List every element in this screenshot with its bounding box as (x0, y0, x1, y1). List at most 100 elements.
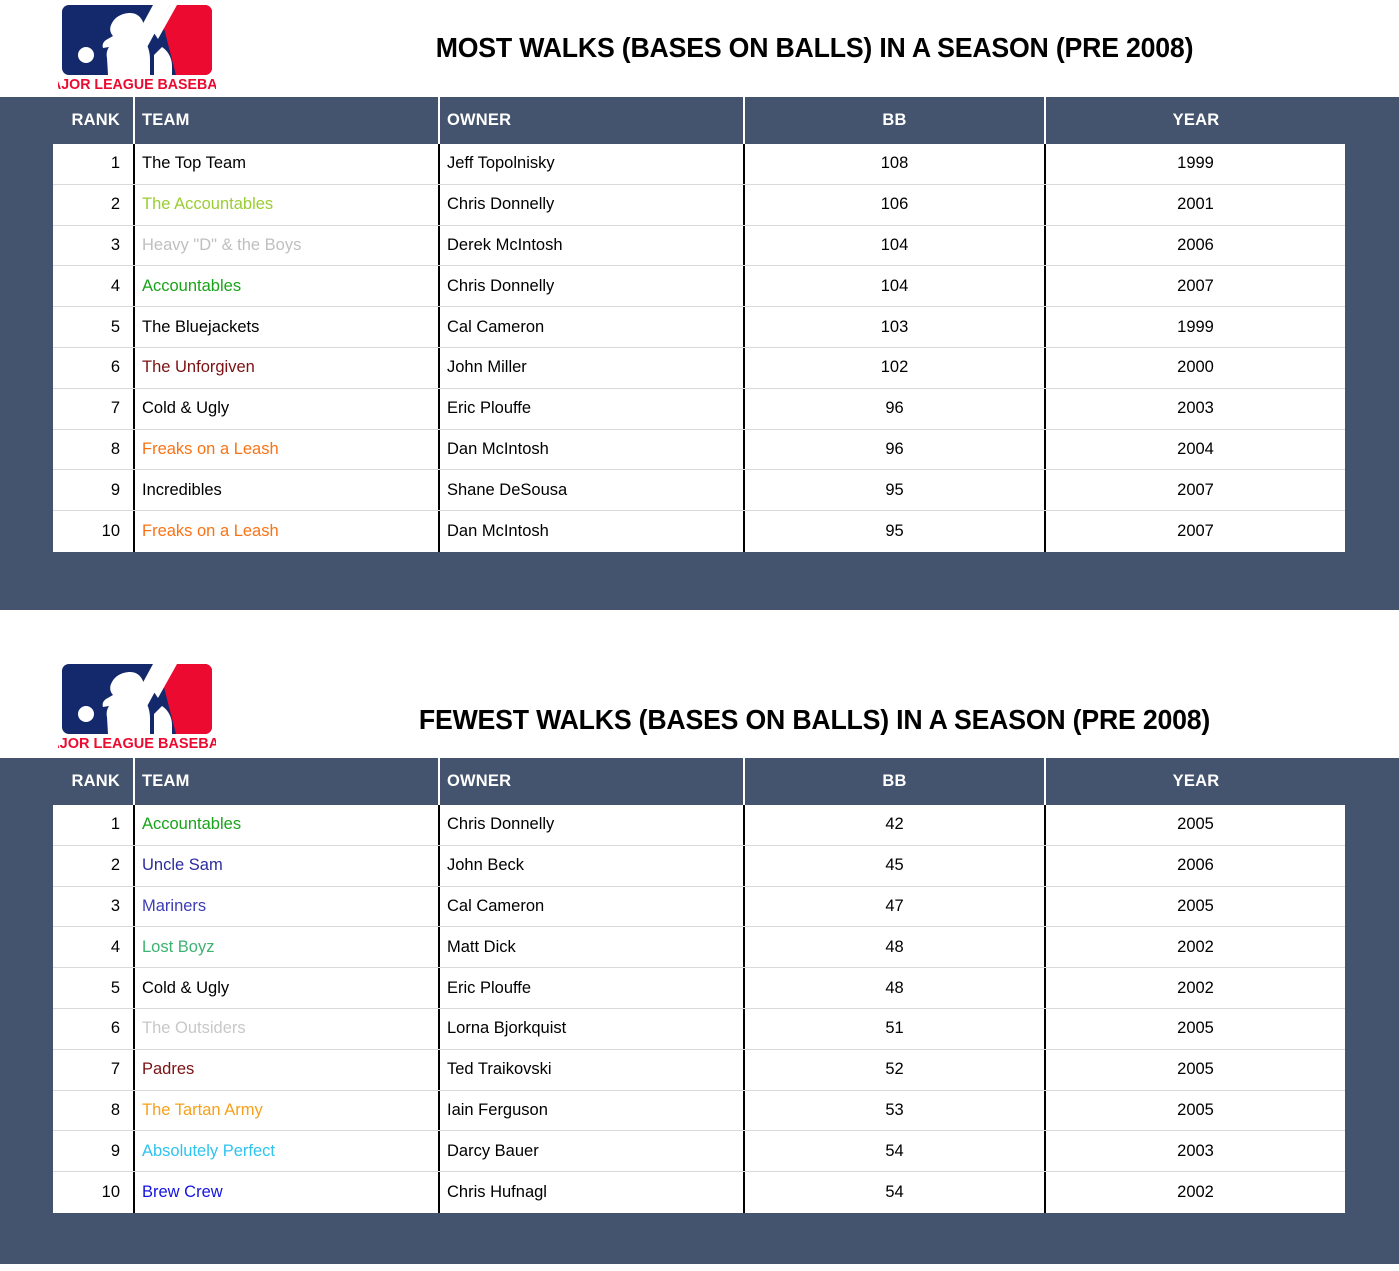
cell-owner: Dan McIntosh (438, 429, 743, 470)
table-row[interactable]: 3 Heavy "D" & the Boys Derek McIntosh 104 20… (53, 225, 1345, 267)
table-row[interactable]: 9 Absolutely Perfect Darcy Bauer 54 2003 (53, 1131, 1345, 1173)
cell-owner: Shane DeSousa (438, 470, 743, 511)
table-row[interactable]: 7 Cold & Ugly Eric Plouffe 96 2003 (53, 388, 1345, 430)
table-row[interactable]: 4 Lost Boyz Matt Dick 48 2002 (53, 927, 1345, 969)
cell-rank: 6 (110, 358, 120, 377)
section-gap (0, 610, 1399, 658)
cell-team: The Tartan Army (133, 1090, 438, 1131)
cell-year: 1999 (1044, 307, 1345, 347)
cell-owner: Matt Dick (438, 927, 743, 968)
fewest-walks-table-panel: RANK TEAM OWNER BB YEAR 1 Accountables Chr… (0, 758, 1399, 1264)
table-row[interactable]: 8 Freaks on a Leash Dan McIntosh 96 2004 (53, 429, 1345, 471)
table-row[interactable]: 5 The Bluejackets Cal Cameron 103 1999 (53, 307, 1345, 348)
table-row[interactable]: 9 Incredibles Shane DeSousa 95 2007 (53, 470, 1345, 512)
fewest-walks-section: MAJOR LEAGUE BASEBALL FEWEST WALKS (BASE… (0, 658, 1399, 1264)
cell-bb: 45 (743, 845, 1044, 886)
cell-rank: 9 (110, 1141, 120, 1160)
cell-team: Freaks on a Leash (133, 429, 438, 470)
cell-year: 2002 (1044, 968, 1345, 1008)
table-row[interactable]: 2 Uncle Sam John Beck 45 2006 (53, 845, 1345, 887)
cell-owner: Lorna Bjorkquist (438, 1008, 743, 1049)
cell-year: 2002 (1044, 927, 1345, 968)
table-row[interactable]: 2 The Accountables Chris Donnelly 106 2001 (53, 184, 1345, 226)
cell-rank: 2 (110, 856, 120, 875)
column-header-owner[interactable]: OWNER (438, 97, 743, 144)
cell-owner: Chris Donnelly (438, 266, 743, 307)
cell-year: 2007 (1044, 470, 1345, 511)
table-row[interactable]: 6 The Unforgiven John Miller 102 2000 (53, 347, 1345, 389)
cell-team: Absolutely Perfect (133, 1131, 438, 1172)
cell-owner: John Beck (438, 845, 743, 886)
cell-team: Lost Boyz (133, 927, 438, 968)
page-title-fewest-walks: FEWEST WALKS (BASES ON BALLS) IN A SEASO… (418, 704, 1211, 735)
cell-bb: 103 (743, 307, 1044, 347)
column-header-bb[interactable]: BB (743, 97, 1044, 144)
table-row[interactable]: 3 Mariners Cal Cameron 47 2005 (53, 886, 1345, 928)
mlb-wordmark: MAJOR LEAGUE BASEBALL (58, 736, 216, 752)
cell-rank: 6 (110, 1019, 120, 1038)
column-header-bb[interactable]: BB (743, 758, 1044, 805)
cell-bb: 108 (743, 144, 1044, 184)
cell-year: 2006 (1044, 225, 1345, 266)
cell-year: 2005 (1044, 1008, 1345, 1049)
cell-year: 2005 (1044, 1049, 1345, 1090)
cell-owner: Derek McIntosh (438, 225, 743, 266)
cell-team: Heavy "D" & the Boys (133, 225, 438, 266)
table-row[interactable]: 10 Freaks on a Leash Dan McIntosh 95 2007 (53, 511, 1345, 552)
cell-bb: 52 (743, 1049, 1044, 1090)
table-row[interactable]: 1 The Top Team Jeff Topolnisky 108 1999 (53, 144, 1345, 185)
cell-bb: 54 (743, 1172, 1044, 1213)
cell-owner: Chris Donnelly (438, 184, 743, 225)
cell-rank: 3 (110, 235, 120, 254)
cell-team: Brew Crew (133, 1172, 438, 1213)
cell-rank: 4 (110, 937, 120, 956)
cell-bb: 104 (743, 266, 1044, 307)
page-title-most-walks: MOST WALKS (BASES ON BALLS) IN A SEASON … (435, 32, 1194, 63)
cell-owner: Eric Plouffe (438, 388, 743, 429)
cell-team: Freaks on a Leash (133, 511, 438, 552)
table-body-most-walks: 1 The Top Team Jeff Topolnisky 108 1999 2 The … (53, 144, 1345, 552)
column-header-rank[interactable]: RANK (71, 111, 120, 129)
table-row[interactable]: 8 The Tartan Army Iain Ferguson 53 2005 (53, 1090, 1345, 1132)
cell-year: 2005 (1044, 1090, 1345, 1131)
mlb-logo: MAJOR LEAGUE BASEBALL (58, 662, 216, 752)
cell-rank: 7 (110, 1060, 120, 1079)
column-header-owner[interactable]: OWNER (438, 758, 743, 805)
title-band-fewest-walks: MAJOR LEAGUE BASEBALL FEWEST WALKS (BASE… (0, 658, 1399, 758)
column-header-team[interactable]: TEAM (133, 758, 438, 805)
cell-rank: 5 (110, 978, 120, 997)
cell-team: Mariners (133, 886, 438, 927)
cell-rank: 4 (110, 276, 120, 295)
cell-owner: Darcy Bauer (438, 1131, 743, 1172)
cell-team: Accountables (133, 805, 438, 845)
column-header-team[interactable]: TEAM (133, 97, 438, 144)
cell-owner: Chris Hufnagl (438, 1172, 743, 1213)
cell-year: 2002 (1044, 1172, 1345, 1213)
column-header-year[interactable]: YEAR (1044, 758, 1346, 805)
cell-bb: 96 (743, 388, 1044, 429)
column-header-rank[interactable]: RANK (71, 772, 120, 790)
cell-rank: 1 (110, 815, 120, 834)
cell-team: The Bluejackets (133, 307, 438, 347)
cell-rank: 8 (110, 1100, 120, 1119)
cell-owner: Ted Traikovski (438, 1049, 743, 1090)
table-row[interactable]: 7 Padres Ted Traikovski 52 2005 (53, 1049, 1345, 1091)
table-row[interactable]: 1 Accountables Chris Donnelly 42 2005 (53, 805, 1345, 846)
cell-owner: Dan McIntosh (438, 511, 743, 552)
cell-team: The Outsiders (133, 1008, 438, 1049)
cell-owner: Eric Plouffe (438, 968, 743, 1008)
cell-bb: 106 (743, 184, 1044, 225)
table-row[interactable]: 6 The Outsiders Lorna Bjorkquist 51 2005 (53, 1008, 1345, 1050)
table-row[interactable]: 5 Cold & Ugly Eric Plouffe 48 2002 (53, 968, 1345, 1009)
cell-team: The Accountables (133, 184, 438, 225)
cell-year: 2001 (1044, 184, 1345, 225)
cell-rank: 9 (110, 480, 120, 499)
cell-rank: 3 (110, 896, 120, 915)
table-row[interactable]: 4 Accountables Chris Donnelly 104 2007 (53, 266, 1345, 308)
cell-team: Padres (133, 1049, 438, 1090)
title-band-most-walks: MAJOR LEAGUE BASEBALL MOST WALKS (BASES … (0, 0, 1399, 97)
table-row[interactable]: 10 Brew Crew Chris Hufnagl 54 2002 (53, 1172, 1345, 1213)
cell-bb: 48 (743, 968, 1044, 1008)
cell-rank: 10 (101, 1183, 120, 1202)
column-header-year[interactable]: YEAR (1044, 97, 1346, 144)
